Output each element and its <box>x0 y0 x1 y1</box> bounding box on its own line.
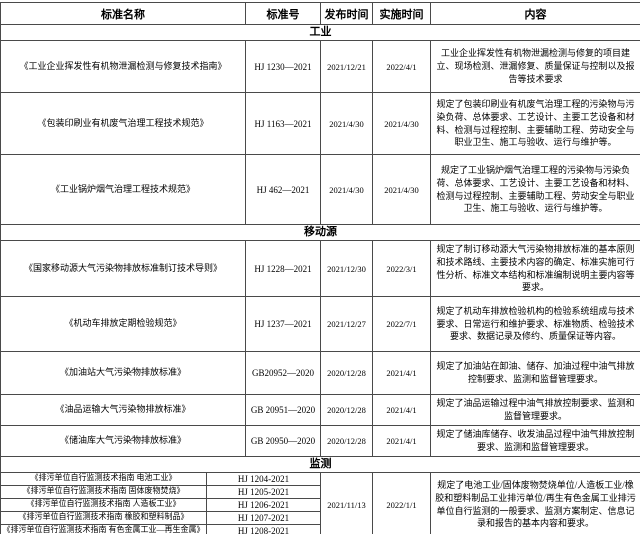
section-title: 工业 <box>0 24 640 41</box>
publish-date-cell: 2021/11/13 <box>320 471 373 534</box>
standard-name-cell: 《工业锅炉烟气治理工程技术规范》 <box>0 154 246 225</box>
standard-number-cell: GB 20950—2020 <box>245 425 321 457</box>
table-row: 《国家移动源大气污染物排放标准制订技术导则》 HJ 1228—2021 2021/1… <box>0 239 640 298</box>
col-header-standard-number: 标准号 <box>245 2 321 25</box>
implement-date-cell: 2021/4/30 <box>372 92 431 155</box>
standard-number-cell: HJ 1230—2021 <box>245 40 321 93</box>
implement-date-cell: 2021/4/1 <box>372 394 431 427</box>
publish-date-cell: 2021/12/30 <box>320 239 373 298</box>
implement-date-cell: 2022/7/1 <box>372 296 431 353</box>
table-row: 《油品运输大气污染物排放标准》 GB 20951—2020 2020/12/28 20… <box>0 394 640 427</box>
standard-number-cell: HJ 462—2021 <box>245 154 321 225</box>
standard-name-cell: 《排污单位自行监测技术指南 电池工业》 <box>0 471 207 486</box>
table-row: 《排污单位自行监测技术指南 有色金属工业—再生金属》 HJ 1208-2021 <box>0 523 640 534</box>
section-header-row: 移动源 <box>0 224 640 241</box>
standard-number-cell: GB 20951—2020 <box>245 394 321 427</box>
publish-date-cell: 2020/12/28 <box>320 394 373 427</box>
section-header-row: 工业 <box>0 24 640 41</box>
publish-date-cell: 2020/12/28 <box>320 425 373 457</box>
standard-number-cell: HJ 1228—2021 <box>245 239 321 298</box>
content-cell: 规定了机动车排放检验机构的检验系统组成与技术要求、日常运行和维护要求、标准物质、… <box>430 296 640 353</box>
standard-number-cell: HJ 1208-2021 <box>206 523 321 534</box>
standard-name-cell: 《工业企业挥发性有机物泄漏检测与修复技术指南》 <box>0 40 246 93</box>
standard-name-cell: 《排污单位自行监测技术指南 固体废物焚烧》 <box>0 484 207 499</box>
publish-date-cell: 2020/12/28 <box>320 351 373 396</box>
publish-date-cell: 2021/12/21 <box>320 40 373 93</box>
table-row: 《储油库大气污染物排放标准》 GB 20950—2020 2020/12/28 202… <box>0 425 640 457</box>
content-cell: 规定了工业锅炉烟气治理工程的污染物与污染负荷、总体要求、工艺设计、主要工艺设备和… <box>430 154 640 225</box>
content-cell: 规定了储油库储存、收发油品过程中油气排放控制要求、监测和监督管理要求。 <box>430 425 640 457</box>
publish-date-cell: 2021/12/27 <box>320 296 373 353</box>
content-cell: 规定了加油站在卸油、储存、加油过程中油气排放控制要求、监测和监督管理要求。 <box>430 351 640 396</box>
implement-date-cell: 2022/4/1 <box>372 40 431 93</box>
standard-name-cell: 《机动车排放定期检验规范》 <box>0 296 246 353</box>
table-row: 《加油站大气污染物排放标准》 GB20952—2020 2020/12/28 2021… <box>0 351 640 396</box>
col-header-standard-name: 标准名称 <box>0 2 246 25</box>
implement-date-cell: 2021/4/1 <box>372 425 431 457</box>
header-row: 标准名称 标准号 发布时间 实施时间 内容 <box>0 2 640 25</box>
standard-name-cell: 《排污单位自行监测技术指南 有色金属工业—再生金属》 <box>0 523 207 534</box>
standard-number-cell: HJ 1205-2021 <box>206 484 321 499</box>
content-cell: 规定了电池工业/固体废物焚烧单位/人造板工业/橡胶和塑料制品工业排污单位/再生有… <box>430 471 640 534</box>
standard-number-cell: HJ 1204-2021 <box>206 471 321 486</box>
table-header: 标准名称 标准号 发布时间 实施时间 内容 <box>0 2 640 25</box>
col-header-publish-date: 发布时间 <box>320 2 373 25</box>
content-cell: 工业企业挥发性有机物泄漏检测与修复的项目建立、现场检测、泄漏修复、质量保证与控制… <box>430 40 640 93</box>
standard-name-cell: 《国家移动源大气污染物排放标准制订技术导则》 <box>0 239 246 298</box>
col-header-content: 内容 <box>430 2 640 25</box>
standards-table-body: 工业 《工业企业挥发性有机物泄漏检测与修复技术指南》 HJ 1230—2021 202… <box>0 24 640 534</box>
publish-date-cell: 2021/4/30 <box>320 154 373 225</box>
section-title: 移动源 <box>0 224 640 241</box>
table-row: 《机动车排放定期检验规范》 HJ 1237—2021 2021/12/27 2022/… <box>0 296 640 353</box>
standard-number-cell: HJ 1206-2021 <box>206 497 321 512</box>
content-cell: 规定了包装印刷业有机废气治理工程的污染物与污染负荷、总体要求、工艺设计、主要工艺… <box>430 92 640 155</box>
standard-number-cell: GB20952—2020 <box>245 351 321 396</box>
content-cell: 规定了油品运输过程中油气排放控制要求、监测和监督管理要求。 <box>430 394 640 427</box>
standard-name-cell: 《排污单位自行监测技术指南 橡胶和塑料制品》 <box>0 510 207 525</box>
implement-date-cell: 2021/4/30 <box>372 154 431 225</box>
standard-number-cell: HJ 1163—2021 <box>245 92 321 155</box>
table-row: 《工业企业挥发性有机物泄漏检测与修复技术指南》 HJ 1230—2021 2021/… <box>0 40 640 93</box>
table-row: 《排污单位自行监测技术指南 人造板工业》 HJ 1206-2021 <box>0 497 640 512</box>
standard-name-cell: 《包装印刷业有机废气治理工程技术规范》 <box>0 92 246 155</box>
publish-date-cell: 2021/4/30 <box>320 92 373 155</box>
standard-number-cell: HJ 1237—2021 <box>245 296 321 353</box>
table-row: 《排污单位自行监测技术指南 电池工业》 HJ 1204-2021 2021/11/1… <box>0 471 640 534</box>
table-row: 《包装印刷业有机废气治理工程技术规范》 HJ 1163—2021 2021/4/30… <box>0 92 640 155</box>
section-header-row: 监测 <box>0 455 640 473</box>
section-title: 监测 <box>0 455 640 473</box>
standard-name-cell: 《油品运输大气污染物排放标准》 <box>0 394 246 427</box>
content-cell: 规定了制订移动源大气污染物排放标准的基本原则和技术路线、主要技术内容的确定、标准… <box>430 239 640 298</box>
implement-date-cell: 2022/3/1 <box>372 239 431 298</box>
col-header-implement-date: 实施时间 <box>372 2 431 25</box>
standard-name-cell: 《加油站大气污染物排放标准》 <box>0 351 246 396</box>
standard-name-cell: 《储油库大气污染物排放标准》 <box>0 425 246 457</box>
standard-number-cell: HJ 1207-2021 <box>206 510 321 525</box>
standard-name-cell: 《排污单位自行监测技术指南 人造板工业》 <box>0 497 207 512</box>
implement-date-cell: 2021/4/1 <box>372 351 431 396</box>
table-row: 《工业锅炉烟气治理工程技术规范》 HJ 462—2021 2021/4/30 2021… <box>0 154 640 225</box>
implement-date-cell: 2022/1/1 <box>372 471 431 534</box>
